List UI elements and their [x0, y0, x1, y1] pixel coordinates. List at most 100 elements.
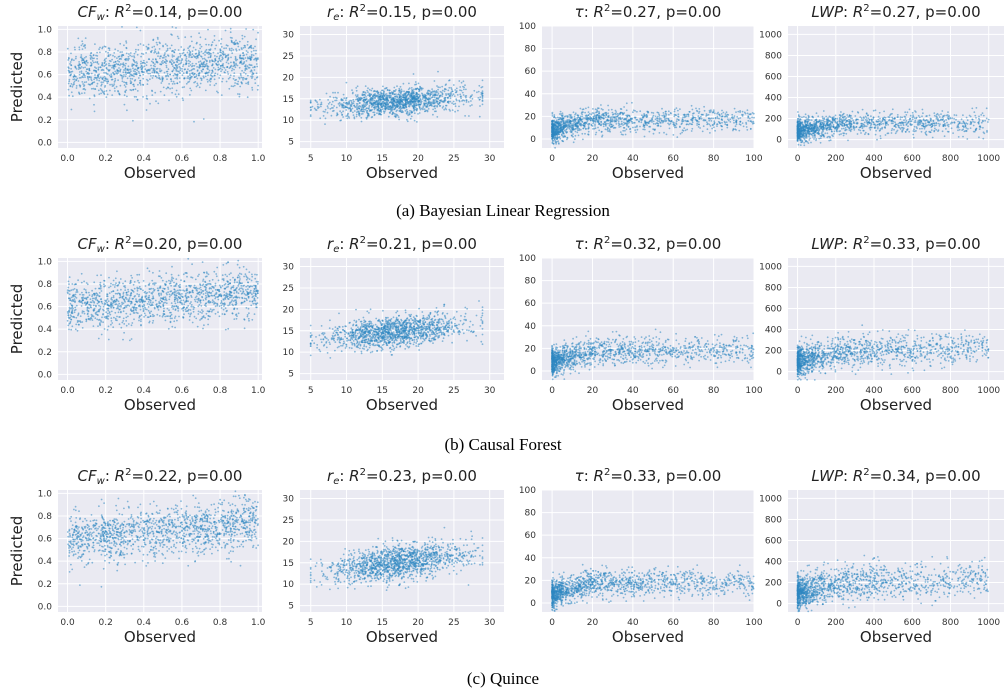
- scatter-point: [158, 48, 161, 50]
- scatter-point: [240, 57, 243, 60]
- scatter-point: [142, 62, 145, 64]
- scatter-point: [145, 52, 148, 54]
- scatter-point: [178, 81, 181, 83]
- scatter-point: [561, 119, 564, 122]
- scatter-point: [166, 78, 168, 80]
- scatter-point: [928, 114, 931, 117]
- scatter-point: [623, 112, 626, 114]
- scatter-point: [365, 110, 368, 112]
- scatter-point: [78, 67, 81, 69]
- scatter-point: [145, 109, 148, 111]
- scatter-point: [208, 48, 211, 51]
- scatter-point: [665, 115, 667, 117]
- scatter-point: [691, 127, 694, 130]
- scatter-point: [237, 93, 239, 95]
- scatter-point: [334, 96, 337, 99]
- title-colon: :: [584, 3, 594, 21]
- scatter-point: [480, 91, 483, 94]
- scatter-point: [247, 51, 249, 54]
- scatter-point: [241, 34, 244, 37]
- scatter-point: [230, 39, 233, 42]
- scatter-point: [159, 90, 162, 93]
- scatter-point: [177, 56, 180, 58]
- scatter-point: [468, 115, 470, 117]
- scatter-point: [604, 121, 606, 124]
- scatter-point: [393, 100, 396, 102]
- scatter-point: [116, 57, 118, 59]
- scatter-point: [170, 78, 172, 80]
- scatter-point: [899, 118, 902, 120]
- scatter-point: [419, 86, 422, 89]
- scatter-point: [652, 120, 655, 123]
- scatter-point: [904, 111, 907, 114]
- scatter-point: [683, 127, 686, 129]
- scatter-point: [920, 130, 923, 133]
- scatter-point: [565, 131, 568, 134]
- scatter-point: [385, 94, 388, 97]
- scatter-point: [435, 101, 437, 103]
- title-variable: CF: [78, 3, 97, 21]
- scatter-point: [684, 129, 687, 132]
- scatter-point: [126, 77, 129, 80]
- scatter-point: [187, 75, 190, 78]
- scatter-point: [373, 114, 376, 117]
- scatter-point: [397, 93, 399, 96]
- scatter-point: [635, 118, 638, 121]
- scatter-point: [670, 112, 672, 115]
- scatter-point: [735, 129, 737, 131]
- scatter-point: [572, 123, 574, 125]
- scatter-point: [191, 65, 194, 67]
- scatter-point: [481, 86, 484, 88]
- scatter-point: [185, 55, 188, 58]
- scatter-point: [334, 99, 336, 102]
- scatter-point: [459, 86, 462, 88]
- scatter-point: [230, 49, 233, 52]
- scatter-point: [585, 127, 587, 130]
- scatter-point: [365, 96, 367, 98]
- scatter-point: [155, 52, 158, 55]
- scatter-point: [188, 56, 191, 58]
- scatter-point: [103, 62, 106, 64]
- scatter-point: [383, 90, 385, 93]
- scatter-point: [227, 77, 230, 80]
- scatter-point: [411, 98, 414, 101]
- scatter-point: [681, 122, 683, 125]
- scatter-point: [562, 125, 564, 128]
- scatter-point: [430, 104, 433, 106]
- scatter-point: [117, 90, 119, 92]
- scatter-point: [177, 93, 180, 96]
- scatter-point: [437, 98, 439, 101]
- panel-1-1: 0.0 0.2 0.4 0.6 0.8 1.00.00.20.40.60.81.0CFw:…: [8, 3, 266, 182]
- scatter-point: [672, 134, 675, 136]
- scatter-point: [105, 80, 108, 83]
- scatter-point: [393, 86, 396, 89]
- scatter-point: [729, 121, 732, 123]
- scatter-point: [142, 71, 144, 73]
- scatter-point: [172, 74, 175, 77]
- scatter-point: [197, 50, 200, 52]
- scatter-point: [356, 94, 359, 96]
- scatter-point: [219, 49, 222, 52]
- scatter-point: [414, 81, 417, 83]
- scatter-point: [217, 52, 219, 55]
- scatter-point: [195, 52, 198, 55]
- scatter-point: [108, 49, 111, 51]
- scatter-point: [414, 101, 417, 103]
- scatter-point: [399, 110, 402, 113]
- scatter-point: [188, 78, 191, 81]
- scatter-point: [200, 62, 203, 64]
- scatter-point: [351, 89, 353, 91]
- scatter-point: [627, 114, 630, 117]
- scatter-point: [171, 70, 174, 73]
- scatter-point: [600, 130, 603, 133]
- scatter-point: [195, 85, 198, 88]
- scatter-point: [192, 68, 195, 70]
- scatter-point: [697, 121, 700, 123]
- y-tick-label: 800: [765, 51, 782, 61]
- scatter-point: [552, 119, 554, 122]
- scatter-point: [95, 67, 98, 70]
- scatter-point: [426, 103, 429, 106]
- scatter-point: [83, 61, 86, 63]
- scatter-point: [481, 90, 484, 93]
- scatter-point: [445, 108, 448, 111]
